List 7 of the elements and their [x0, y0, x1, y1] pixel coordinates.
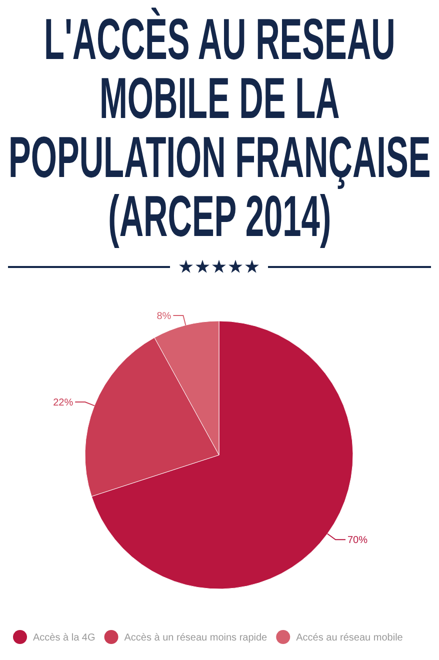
data-label: 8% [156, 311, 172, 322]
legend-label: Accès à un réseau moins rapide [124, 632, 268, 644]
chart-title: L'ACCÈS AU RESEAU MOBILE DE LA POPULATION FRANÇAISE (ARCEP 2014) [8, 7, 432, 249]
legend-label: Accés au réseau mobile [296, 632, 404, 644]
data-label: 70% [348, 535, 368, 546]
data-label: 22% [53, 397, 74, 408]
legend-label: Accès à la 4G [33, 632, 96, 644]
